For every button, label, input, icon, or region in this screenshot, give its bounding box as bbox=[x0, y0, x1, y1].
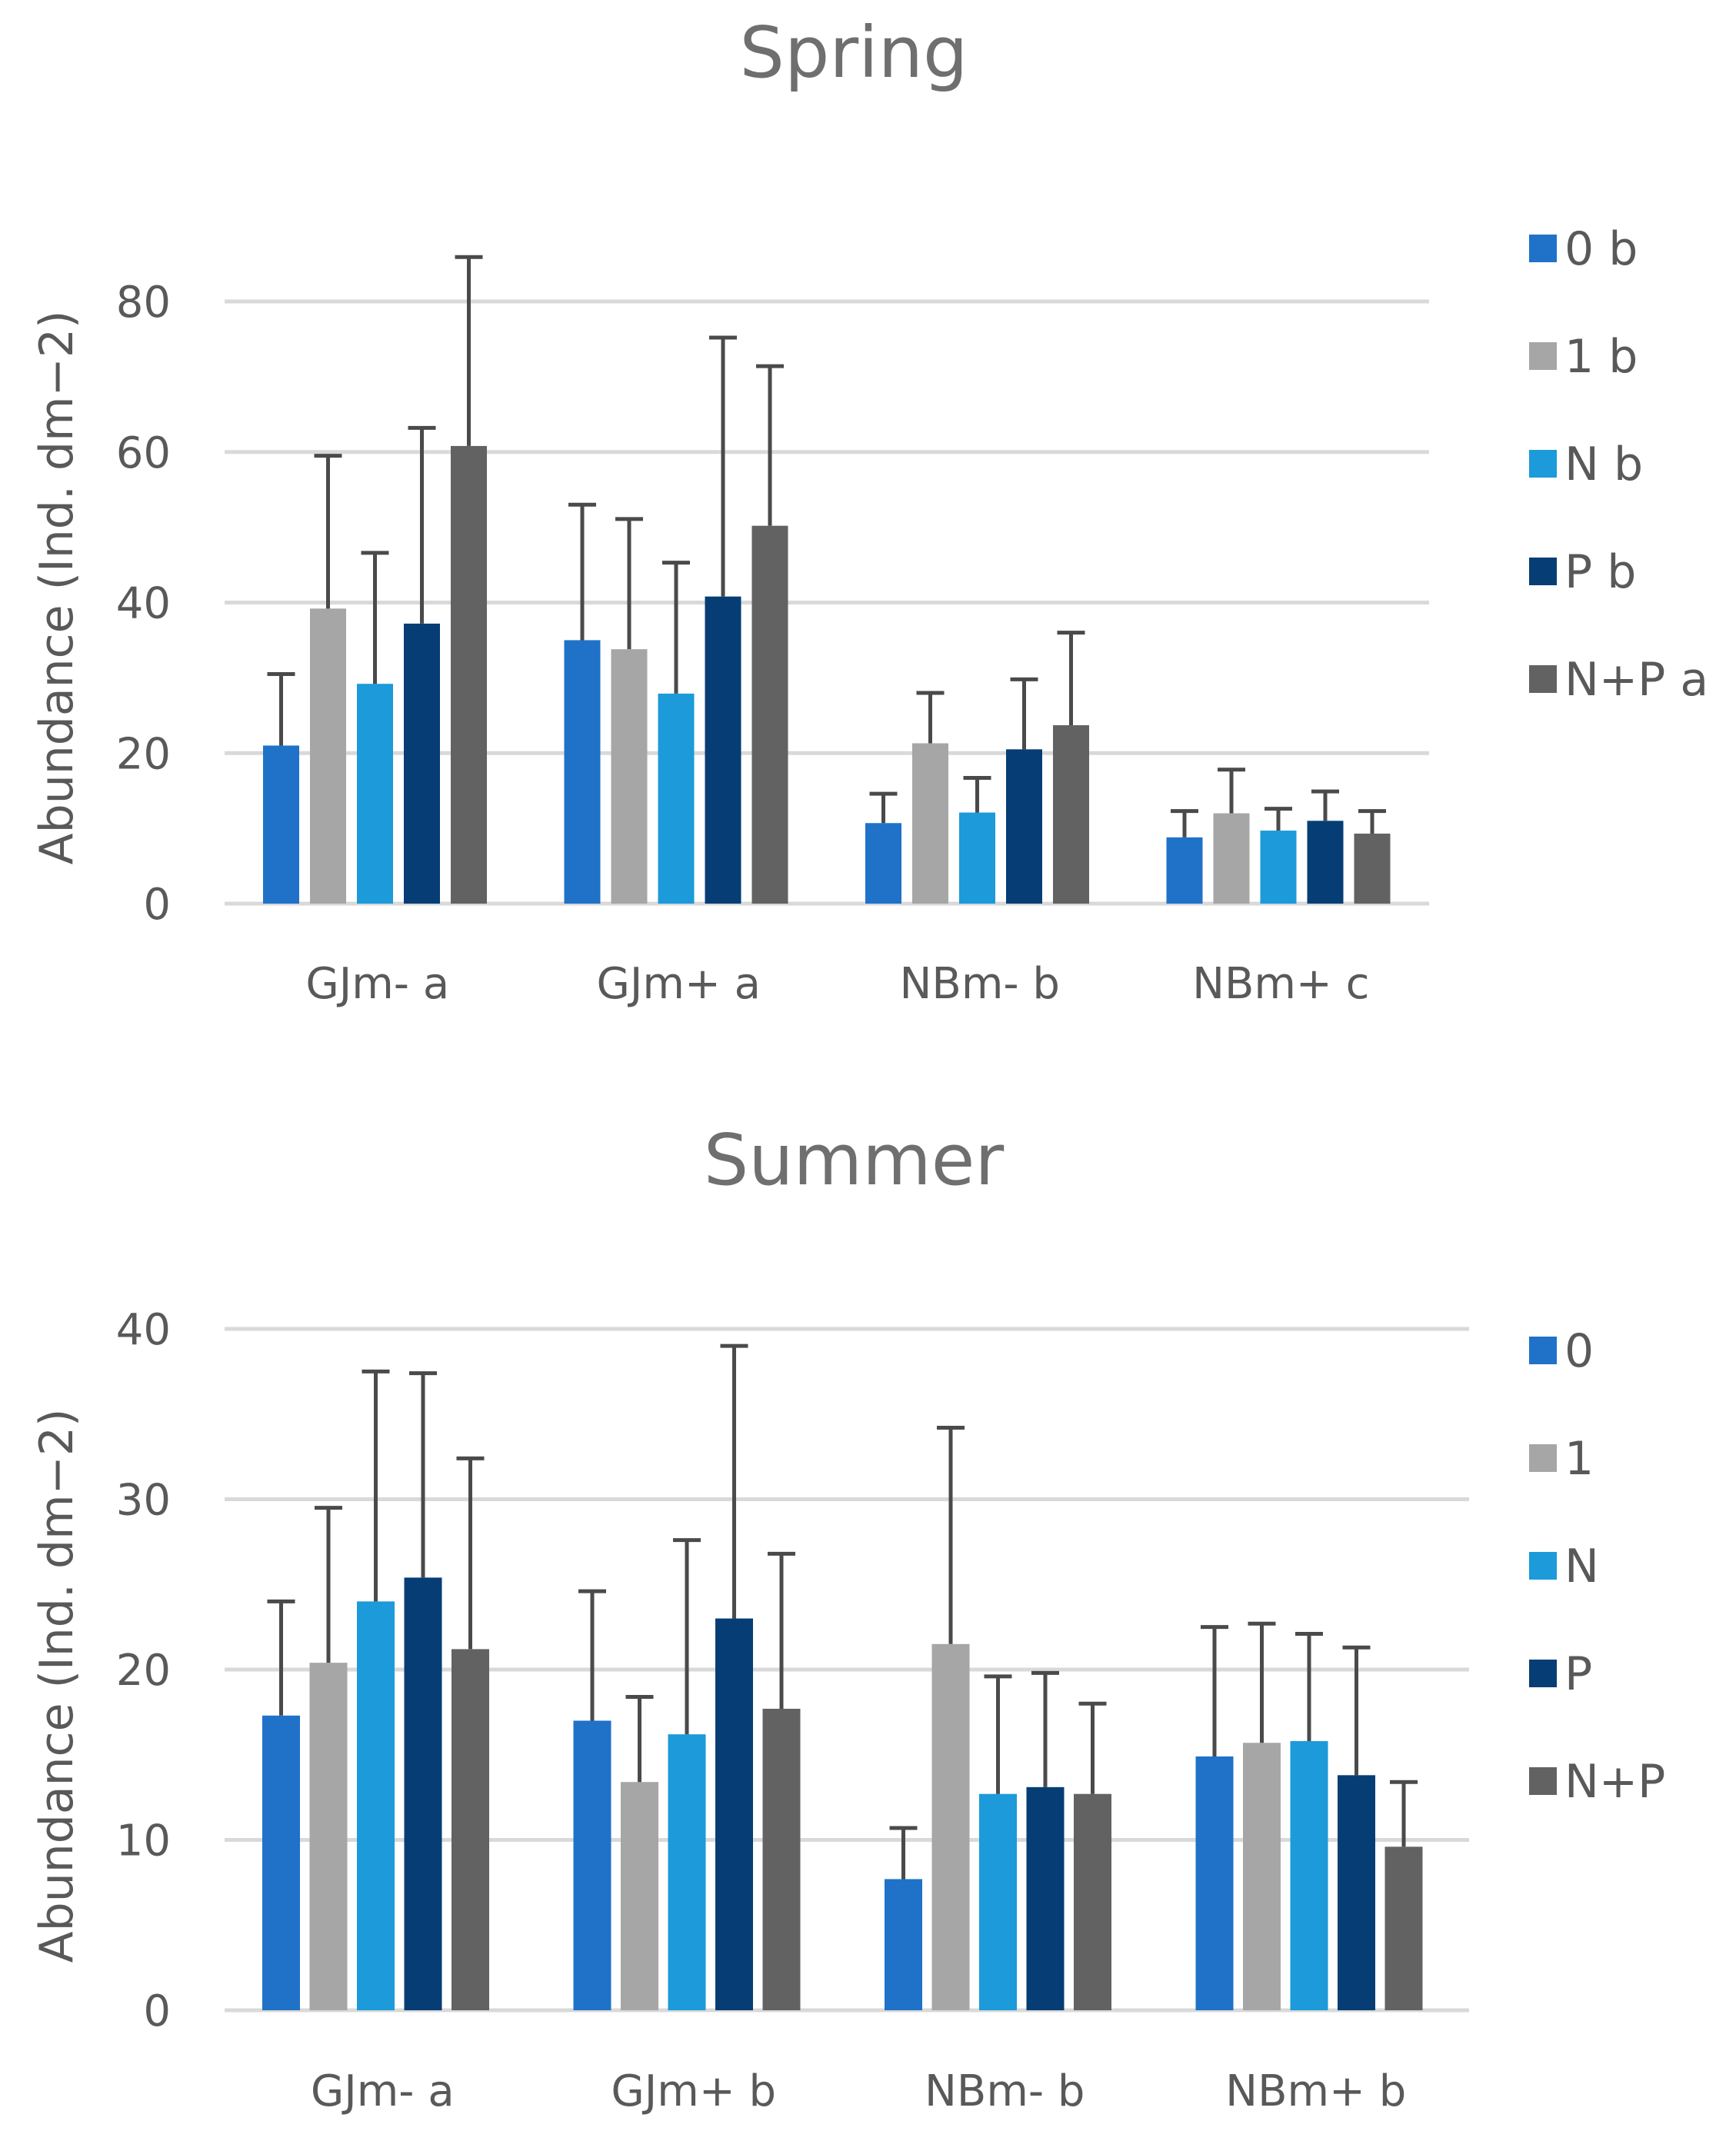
chart2-ytick-label: 20 bbox=[116, 1646, 171, 1696]
chart2-category-label: GJm- a bbox=[311, 2066, 455, 2116]
chart1-bar bbox=[658, 693, 695, 904]
chart2-legend-label: 1 bbox=[1564, 1432, 1594, 1486]
chart1-bar bbox=[1260, 831, 1297, 904]
chart1-bar bbox=[1166, 837, 1203, 904]
chart2-bar bbox=[309, 1663, 348, 2010]
chart2-legend-swatch bbox=[1529, 1660, 1557, 1687]
chart1-bar bbox=[451, 445, 487, 904]
chart1-ylabel: Abundance (Ind. dm−2) bbox=[30, 311, 84, 865]
chart1-category-label: GJm- a bbox=[305, 959, 449, 1009]
chart2-legend-swatch bbox=[1529, 1444, 1557, 1472]
chart2-bar bbox=[573, 1720, 611, 2010]
chart1-legend-swatch bbox=[1529, 450, 1557, 478]
chart2-ytick-label: 40 bbox=[116, 1305, 171, 1355]
chart2-bar bbox=[451, 1649, 489, 2010]
chart1-bar bbox=[751, 525, 788, 904]
chart1-bar bbox=[611, 649, 648, 904]
chart2-legend-label: N bbox=[1564, 1540, 1599, 1593]
chart2-category-label: NBm- b bbox=[925, 2066, 1085, 2116]
chart1-bar bbox=[912, 743, 948, 904]
chart2-legend-swatch bbox=[1529, 1767, 1557, 1795]
chart1-legend-swatch bbox=[1529, 235, 1557, 262]
chart2-bar bbox=[668, 1734, 706, 2010]
chart2-ylabel: Abundance (Ind. dm−2) bbox=[30, 1409, 84, 1963]
chart1-bar bbox=[1307, 821, 1344, 904]
chart1-ytick-label: 20 bbox=[116, 729, 171, 779]
chart1-title: Spring bbox=[740, 12, 968, 94]
chart2-bar bbox=[762, 1708, 801, 2010]
chart1-bar bbox=[705, 596, 741, 904]
chart2-legend-label: 0 bbox=[1564, 1324, 1594, 1378]
chart1-ytick-label: 0 bbox=[143, 880, 171, 930]
chart2-ytick-label: 10 bbox=[116, 1816, 171, 1866]
chart1-legend-swatch bbox=[1529, 342, 1557, 370]
chart2-bar bbox=[931, 1643, 970, 2010]
chart2-bar bbox=[357, 1601, 395, 2010]
chart2-legend-swatch bbox=[1529, 1552, 1557, 1580]
chart2-category-label: GJm+ b bbox=[611, 2066, 776, 2116]
chart1-category-label: NBm+ c bbox=[1192, 959, 1369, 1009]
chart1-bar bbox=[404, 623, 440, 904]
chart2-legend-label: P bbox=[1564, 1647, 1592, 1701]
chart1-legend-label: P b bbox=[1564, 545, 1636, 599]
chart1-ytick-label: 60 bbox=[116, 428, 171, 478]
chart2-bar bbox=[1026, 1786, 1065, 2010]
chart1-bar bbox=[357, 684, 393, 904]
chart1-legend-label: N+P a bbox=[1564, 653, 1708, 707]
chart2-bar bbox=[1074, 1793, 1111, 2010]
chart1-legend-label: 0 b bbox=[1564, 222, 1638, 276]
chart1-bar bbox=[1053, 725, 1089, 904]
chart2-bar bbox=[885, 1879, 922, 2010]
chart2-title: Summer bbox=[704, 1119, 1005, 1201]
chart1-legend-swatch bbox=[1529, 665, 1557, 693]
chart1-category-label: GJm+ a bbox=[597, 959, 761, 1009]
chart2-legend-label: N+P bbox=[1564, 1755, 1665, 1809]
chart2-bar bbox=[1290, 1741, 1328, 2010]
chart2-bar bbox=[1243, 1743, 1281, 2010]
chart1-bar bbox=[564, 640, 601, 904]
chart1-legend-label: 1 b bbox=[1564, 330, 1638, 384]
chart2-bar bbox=[1195, 1756, 1234, 2010]
chart2-bar bbox=[262, 1715, 300, 2010]
chart1-bar bbox=[263, 745, 299, 904]
chart2-category-label: NBm+ b bbox=[1225, 2066, 1406, 2116]
chart1: Spring 0 20 40 60 80 Abundance (Ind. dm−2) GJm-… bbox=[30, 12, 1708, 1009]
chart1-bar bbox=[1354, 833, 1391, 904]
chart1-bar bbox=[865, 823, 901, 904]
chart2-bar bbox=[1338, 1775, 1375, 2010]
chart2-bar bbox=[404, 1577, 442, 2010]
chart1-category-label: NBm- b bbox=[900, 959, 1060, 1009]
chart2-bar bbox=[715, 1618, 753, 2010]
chart2-bar bbox=[1384, 1846, 1423, 2010]
chart1-ytick-label: 80 bbox=[116, 278, 171, 328]
chart1-bar bbox=[959, 812, 995, 904]
chart2-legend-swatch bbox=[1529, 1337, 1557, 1364]
chart1-bar bbox=[1006, 749, 1042, 904]
chart2-bar bbox=[979, 1793, 1017, 2010]
chart1-legend-swatch bbox=[1529, 558, 1557, 585]
chart2-bar bbox=[621, 1782, 658, 2010]
chart1-bar bbox=[310, 608, 346, 904]
chart1-ytick-label: 40 bbox=[116, 579, 171, 629]
chart1-legend-label: N b bbox=[1564, 438, 1643, 491]
chart2-ytick-label: 0 bbox=[143, 1986, 171, 2036]
chart2-ytick-label: 30 bbox=[116, 1476, 171, 1526]
chart1-bar bbox=[1213, 813, 1250, 904]
